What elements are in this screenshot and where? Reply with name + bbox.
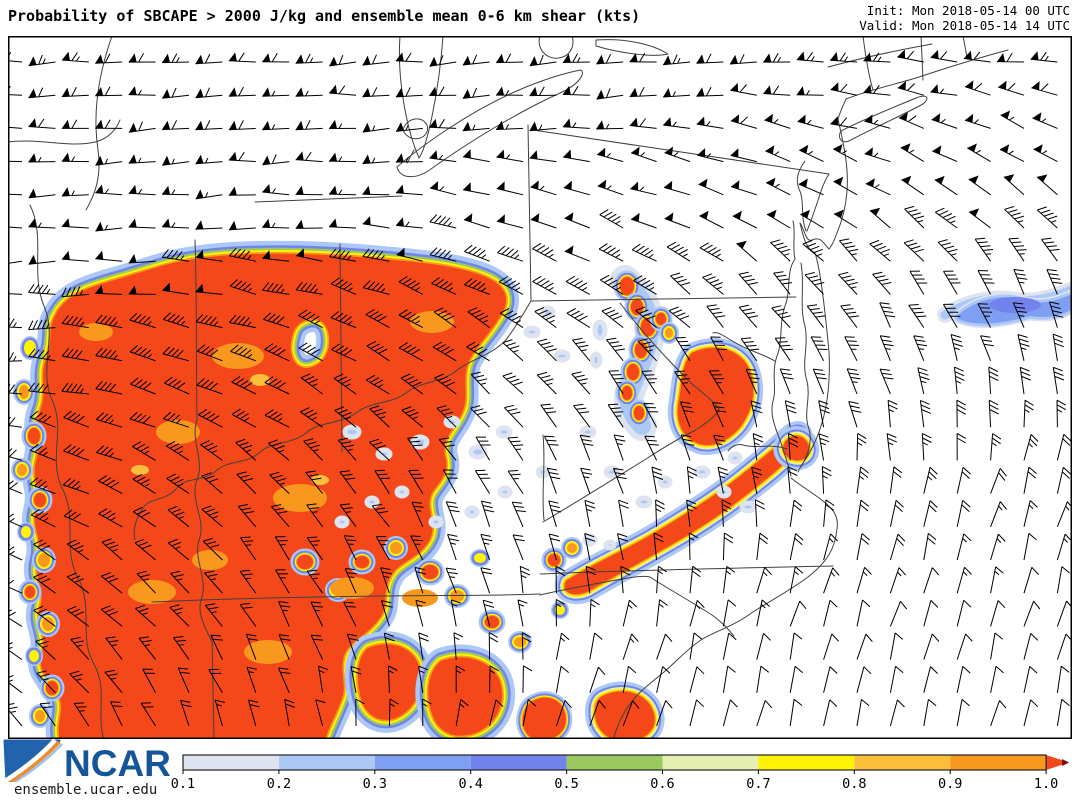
colorbar-ticks: 0.1 0.2 0.3 0.4 0.5 0.6 0.7 0.8 0.9 1.0 <box>171 770 1058 792</box>
page-title: Probability of SBCAPE > 2000 J/kg and en… <box>8 7 641 25</box>
probability-shading <box>11 240 1072 739</box>
ncar-logo: NCAR <box>3 738 171 787</box>
colorbar-segments <box>183 755 1047 770</box>
lakes <box>396 36 669 178</box>
ncar-logo-text: NCAR <box>64 743 171 782</box>
svg-text:0.1: 0.1 <box>171 776 195 792</box>
ncar-logo-arc-lightblue <box>9 743 63 787</box>
init-time: Init: Mon 2018-05-14 00 UTC <box>866 3 1070 18</box>
footer: NCAR ensemble.ucar.edu <box>2 738 222 800</box>
state-borders <box>133 36 968 739</box>
bays-rivers <box>712 160 811 477</box>
map-area <box>8 36 1072 739</box>
svg-text:0.2: 0.2 <box>267 776 291 792</box>
svg-text:0.6: 0.6 <box>650 776 674 792</box>
svg-text:0.5: 0.5 <box>554 776 578 792</box>
svg-text:0.8: 0.8 <box>842 776 866 792</box>
svg-text:0.4: 0.4 <box>459 776 483 792</box>
map-canvas <box>8 36 1072 739</box>
ncar-logo-arc-orange <box>5 740 61 786</box>
svg-text:0.3: 0.3 <box>363 776 387 792</box>
svg-text:0.7: 0.7 <box>746 776 770 792</box>
svg-text:0.9: 0.9 <box>938 776 962 792</box>
colorbar: 0.1 0.2 0.3 0.4 0.5 0.6 0.7 0.8 0.9 1.0 <box>171 754 1070 792</box>
valid-time: Valid: Mon 2018-05-14 14 UTC <box>859 18 1070 33</box>
colorbar-arrow <box>1046 755 1070 770</box>
svg-text:1.0: 1.0 <box>1034 776 1058 792</box>
site-watermark: ensemble.ucar.edu <box>14 782 158 798</box>
map-frame <box>8 36 1072 739</box>
rivers <box>8 36 121 739</box>
ncar-logo-arc-white <box>3 738 57 783</box>
wind-barbs <box>8 49 1072 727</box>
